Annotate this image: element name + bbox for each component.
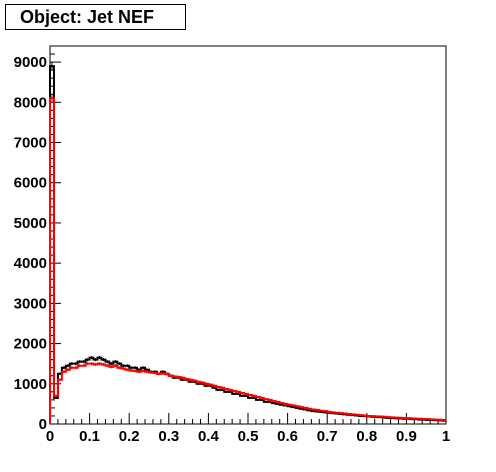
x-tick-label: 1 — [442, 428, 450, 445]
y-tick-label: 8000 — [14, 94, 47, 111]
x-tick-label: 0.9 — [396, 428, 417, 445]
x-tick-label: 0.5 — [238, 428, 259, 445]
x-tick-label: 0.2 — [119, 428, 140, 445]
x-tick-label: 0.6 — [277, 428, 298, 445]
y-tick-label: 0 — [39, 416, 47, 433]
x-tick-label: 0.1 — [79, 428, 100, 445]
y-tick-label: 4000 — [14, 255, 47, 272]
x-tick-label: 0.7 — [317, 428, 338, 445]
histogram-series — [49, 62, 446, 424]
x-tick-label: 0 — [46, 428, 54, 445]
chart-title: Object: Jet NEF — [5, 4, 186, 30]
y-tick-label: 6000 — [14, 175, 47, 192]
x-tick-label: 0.3 — [158, 428, 179, 445]
x-tick-label: 0.8 — [356, 428, 377, 445]
y-tick-label: 9000 — [14, 54, 47, 71]
y-tick-label: 7000 — [14, 135, 47, 152]
y-tick-label: 5000 — [14, 215, 47, 232]
x-tick-label: 0.4 — [198, 428, 220, 445]
x-tick-labels: 0 0.1 0.2 0.3 0.4 0.5 0.6 0.7 0.8 0.9 1 — [46, 428, 450, 445]
axis-ticks — [49, 53, 447, 425]
y-tick-label: 2000 — [14, 336, 47, 353]
series-red-line — [49, 97, 446, 424]
series-black-line — [49, 65, 446, 424]
y-tick-labels: 0 1000 2000 3000 4000 5000 6000 7000 8000 9000 — [14, 54, 47, 433]
y-tick-label: 1000 — [14, 376, 47, 393]
y-tick-label: 3000 — [14, 295, 47, 312]
